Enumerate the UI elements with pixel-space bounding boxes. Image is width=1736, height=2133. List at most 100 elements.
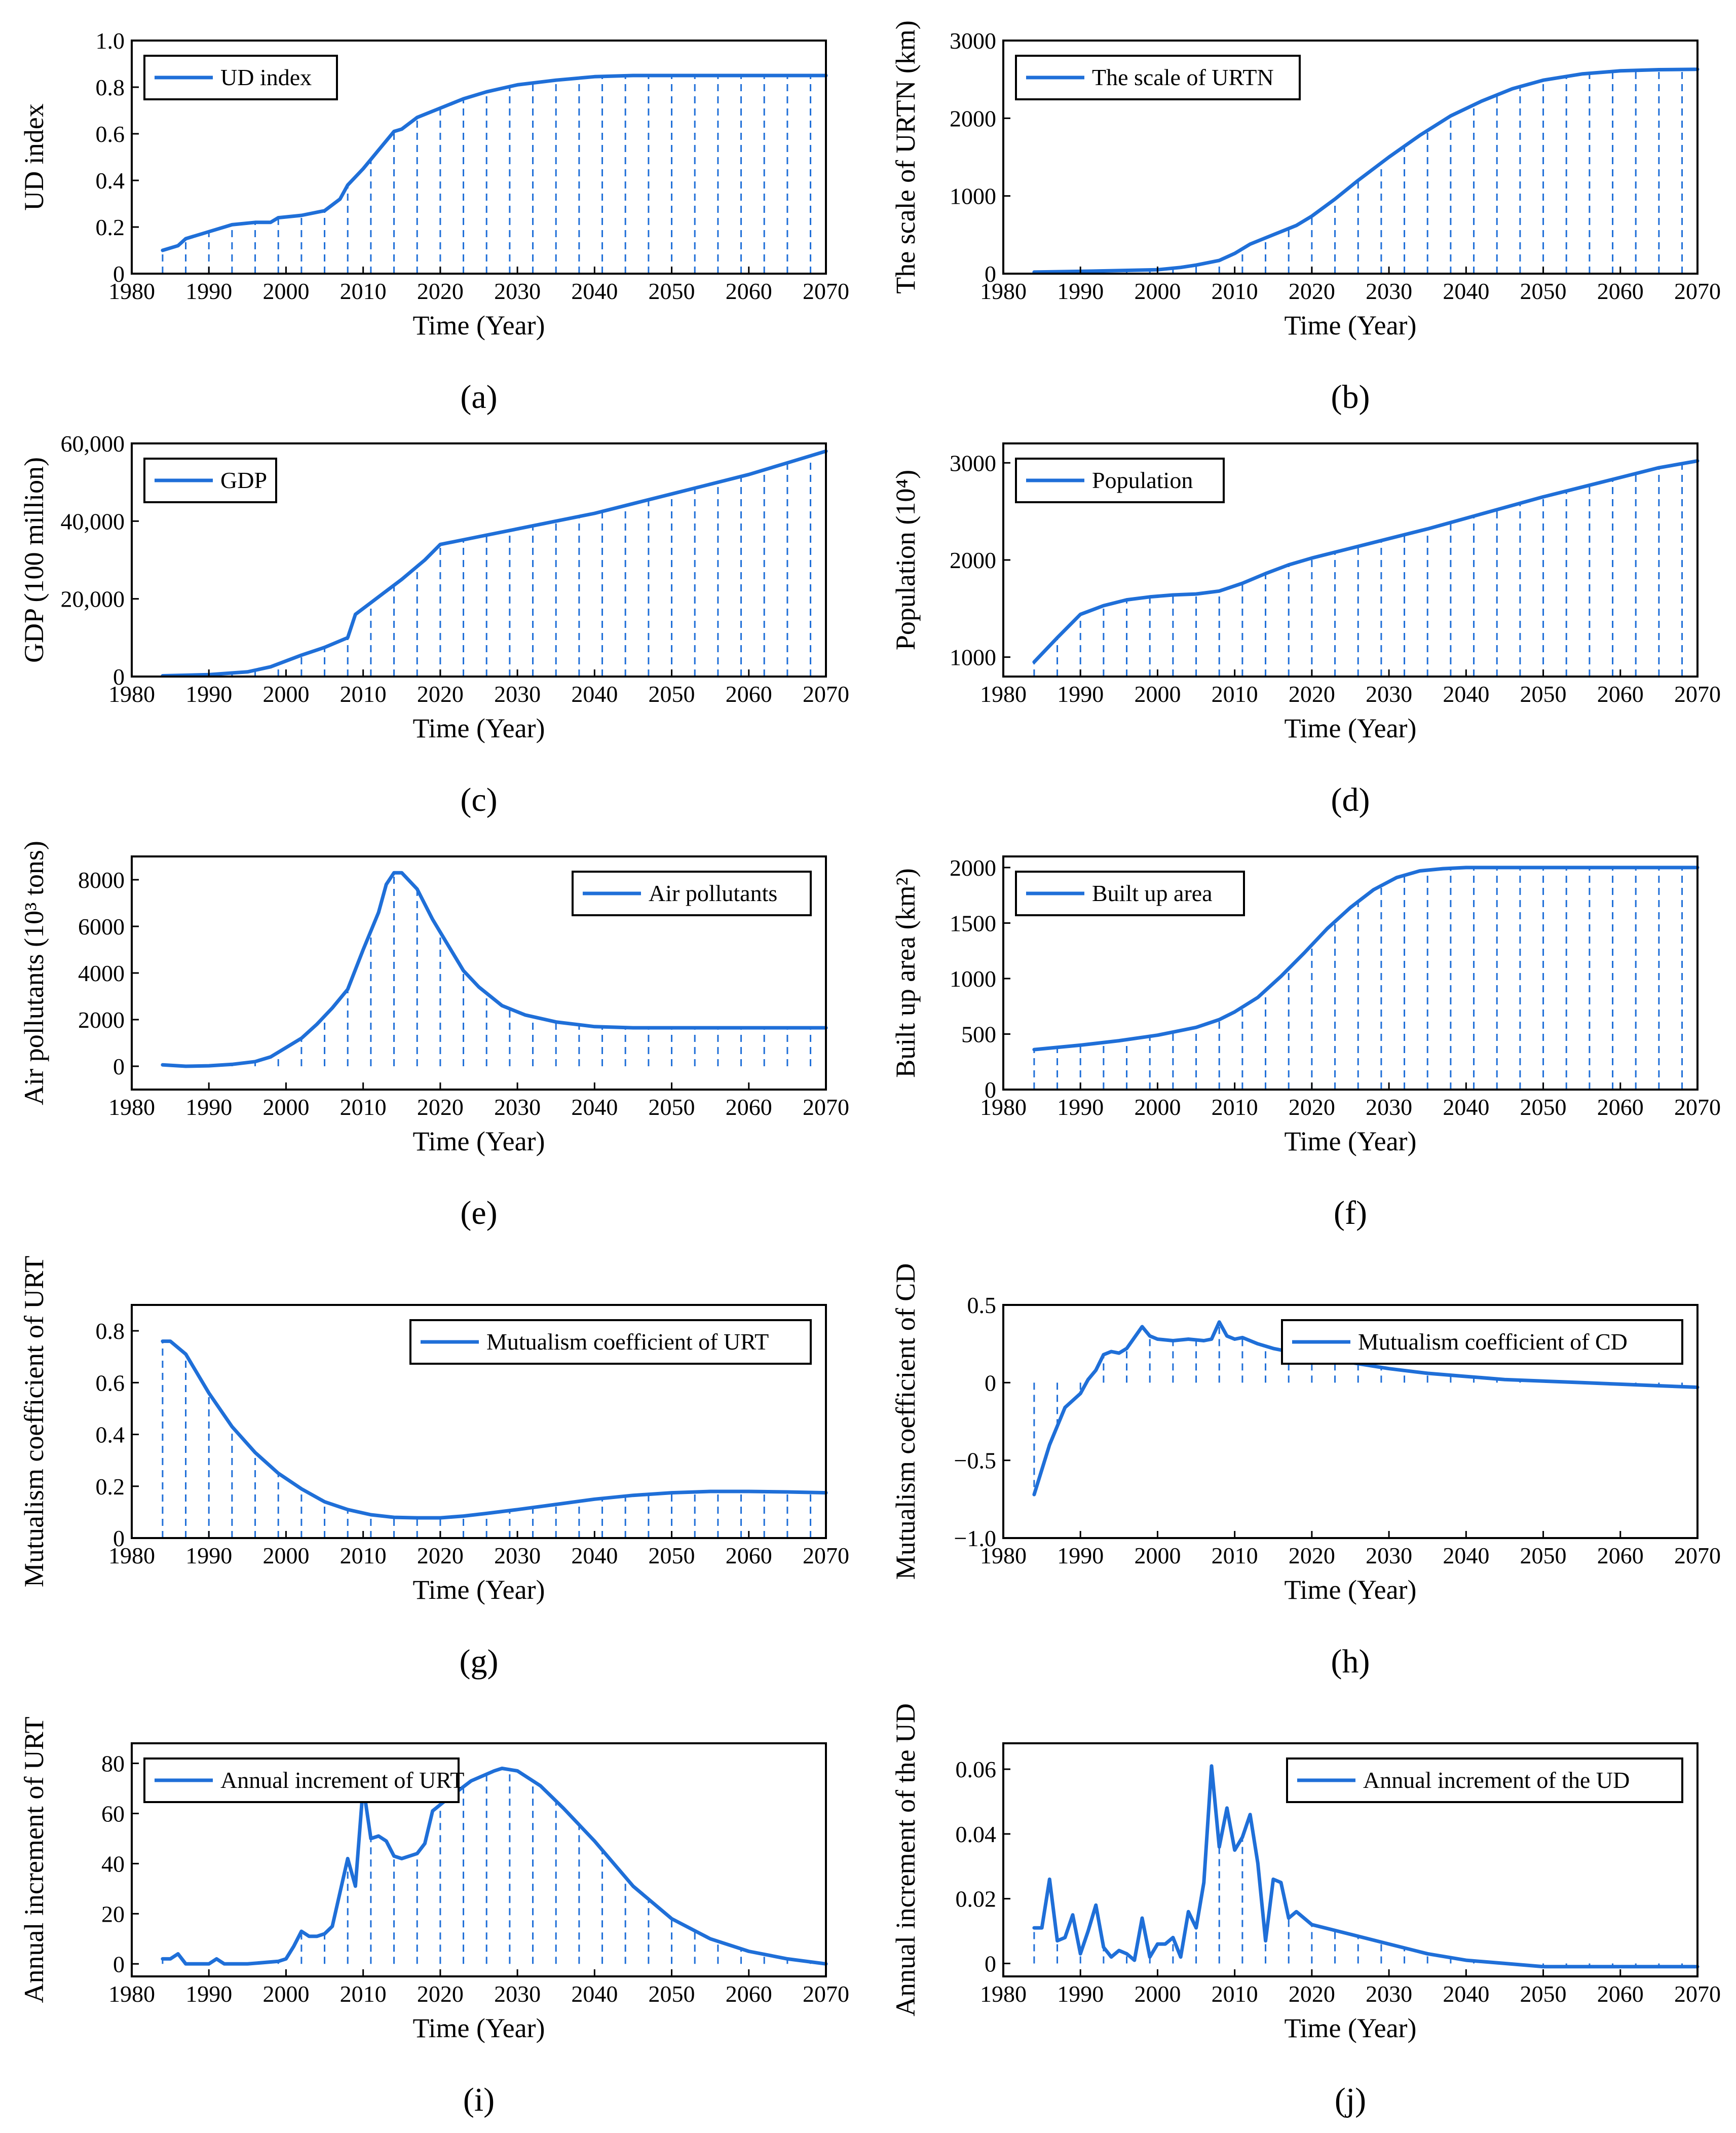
plot-frame xyxy=(1002,40,1699,275)
y-tick-label: 0 xyxy=(985,1370,996,1396)
drop-lines xyxy=(162,1769,812,1964)
legend-label: UD index xyxy=(220,64,312,90)
x-tick-label: 2000 xyxy=(262,278,309,304)
x-tick-label: 2070 xyxy=(1674,278,1721,304)
x-tick-label: 2010 xyxy=(1212,1543,1258,1568)
legend-label: GDP xyxy=(220,467,267,493)
x-tick-label: 2020 xyxy=(1289,681,1335,707)
x-tick-label: 2010 xyxy=(1212,1094,1258,1120)
x-tick-label: 1980 xyxy=(980,681,1027,707)
x-tick-label: 2000 xyxy=(1134,681,1181,707)
panel-caption: (i) xyxy=(463,2081,495,2118)
y-tick-label: 0.2 xyxy=(96,214,125,240)
x-tick-label: 1990 xyxy=(1057,278,1104,304)
y-tick-label: 40 xyxy=(101,1851,125,1877)
x-tick-label: 2040 xyxy=(1443,1094,1489,1120)
drop-lines xyxy=(162,1341,812,1538)
x-tick-label: 2010 xyxy=(340,278,387,304)
y-axis-label: Air pollutants (10³ tons) xyxy=(19,841,49,1105)
x-tick-label: 1980 xyxy=(108,681,155,707)
y-tick-label: 0 xyxy=(113,1054,125,1079)
x-tick-label: 2040 xyxy=(571,681,618,707)
x-tick-label: 2020 xyxy=(417,278,464,304)
panel-caption: (c) xyxy=(460,781,497,818)
series-line xyxy=(161,1339,828,1520)
x-tick-label: 1980 xyxy=(108,278,155,304)
y-axis-label: Annual increment of the UD xyxy=(890,1703,921,2016)
chart-h: 1980 1990 2000 2010 2020 2030 2040 2050 2060 2070… xyxy=(890,1263,1721,1680)
y-axis-label: GDP (100 million) xyxy=(19,457,49,663)
y-axis-label: Population (10⁴) xyxy=(890,470,921,650)
series-line xyxy=(1032,1320,1700,1496)
chart-c: 1980 1990 2000 2010 2020 2030 2040 2050 2060 2070… xyxy=(19,431,849,818)
x-tick-label: 2070 xyxy=(803,1094,849,1120)
x-tick-label: 2060 xyxy=(726,1094,772,1120)
y-tick-label: 20 xyxy=(101,1901,125,1927)
x-axis-label: Time (Year) xyxy=(412,1575,545,1605)
x-tick-label: 2020 xyxy=(1289,278,1335,304)
x-tick-label: 1980 xyxy=(980,1981,1027,2007)
legend-label: Mutualism coefficient of CD xyxy=(1358,1329,1628,1355)
chart-e: 1980 1990 2000 2010 2020 2030 2040 2050 2060 2070… xyxy=(19,841,849,1231)
y-tick-label: 0.04 xyxy=(956,1821,997,1847)
x-tick-label: 2040 xyxy=(571,1543,618,1568)
plot-frame xyxy=(131,1304,827,1539)
panel-caption: (f) xyxy=(1334,1194,1367,1231)
y-tick-label: 0 xyxy=(113,664,125,690)
x-axis-label: Time (Year) xyxy=(412,1126,545,1156)
x-tick-label: 2010 xyxy=(1212,1981,1258,2007)
x-tick-label: 1990 xyxy=(1057,1981,1104,2007)
y-tick-label: 80 xyxy=(101,1751,125,1777)
panel-caption: (j) xyxy=(1335,2081,1366,2118)
x-tick-label: 2020 xyxy=(1289,1094,1335,1120)
x-tick-label: 2060 xyxy=(726,1543,772,1568)
chart-b: 1980 1990 2000 2010 2020 2030 2040 2050 2060 2070… xyxy=(890,20,1721,416)
legend-label: Population xyxy=(1092,467,1193,493)
x-tick-label: 1980 xyxy=(980,1094,1027,1120)
y-tick-label: −1.0 xyxy=(954,1525,996,1551)
x-tick-label: 2070 xyxy=(1674,1094,1721,1120)
legend: The scale of URTN xyxy=(1015,55,1301,100)
x-tick-label: 2060 xyxy=(1597,1981,1644,2007)
x-tick-label: 2070 xyxy=(1674,681,1721,707)
legend-label: Mutualism coefficient of URT xyxy=(486,1329,769,1355)
x-tick-label: 1980 xyxy=(108,1981,155,2007)
x-tick-label: 2040 xyxy=(571,278,618,304)
y-tick-label: 1.0 xyxy=(96,28,125,54)
x-axis-label: Time (Year) xyxy=(1284,1575,1416,1605)
legend-box xyxy=(1015,55,1301,100)
x-tick-label: 2010 xyxy=(1212,681,1258,707)
y-tick-label: 2000 xyxy=(78,1007,125,1033)
y-tick-label: 0 xyxy=(113,1951,125,1977)
y-tick-label: 0.2 xyxy=(96,1474,125,1500)
x-tick-label: 2060 xyxy=(1597,1543,1644,1568)
y-tick-label: 6000 xyxy=(78,914,125,940)
x-axis-label: Time (Year) xyxy=(1284,2013,1416,2043)
x-tick-label: 2060 xyxy=(726,278,772,304)
x-tick-label: 2000 xyxy=(1134,278,1181,304)
y-tick-label: 0 xyxy=(985,1077,996,1103)
y-axis-label: Built up area (km²) xyxy=(890,868,921,1078)
x-tick-label: 2030 xyxy=(1366,1543,1412,1568)
legend-label: Annual increment of the UD xyxy=(1363,1767,1630,1793)
x-tick-label: 2070 xyxy=(803,1543,849,1568)
x-tick-label: 2000 xyxy=(262,681,309,707)
y-tick-label: 8000 xyxy=(78,867,125,893)
series-line xyxy=(1032,866,1700,1052)
x-tick-label: 2000 xyxy=(1134,1543,1181,1568)
x-tick-label: 2040 xyxy=(1443,681,1489,707)
y-tick-label: 0 xyxy=(985,1951,996,1976)
plot-frame xyxy=(1002,1304,1699,1539)
y-tick-label: 0 xyxy=(113,1525,125,1551)
x-tick-label: 2030 xyxy=(1366,681,1412,707)
legend: Annual increment of URT xyxy=(143,1757,464,1803)
legend: Built up area xyxy=(1015,871,1245,916)
legend: GDP xyxy=(143,458,277,503)
x-tick-label: 1980 xyxy=(980,1543,1027,1568)
x-tick-label: 1980 xyxy=(108,1094,155,1120)
series-line xyxy=(161,871,828,1068)
x-tick-label: 2050 xyxy=(649,1543,695,1568)
x-tick-label: 2060 xyxy=(1597,278,1644,304)
drop-lines xyxy=(1033,867,1683,1090)
